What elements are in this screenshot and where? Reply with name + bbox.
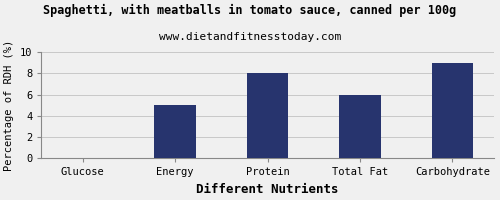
Y-axis label: Percentage of RDH (%): Percentage of RDH (%) xyxy=(4,40,14,171)
Bar xyxy=(432,63,473,158)
Bar xyxy=(339,95,380,158)
Bar xyxy=(246,73,288,158)
Bar xyxy=(154,105,196,158)
Text: www.dietandfitnesstoday.com: www.dietandfitnesstoday.com xyxy=(159,32,341,42)
X-axis label: Different Nutrients: Different Nutrients xyxy=(196,183,339,196)
Text: Spaghetti, with meatballs in tomato sauce, canned per 100g: Spaghetti, with meatballs in tomato sauc… xyxy=(44,4,457,17)
